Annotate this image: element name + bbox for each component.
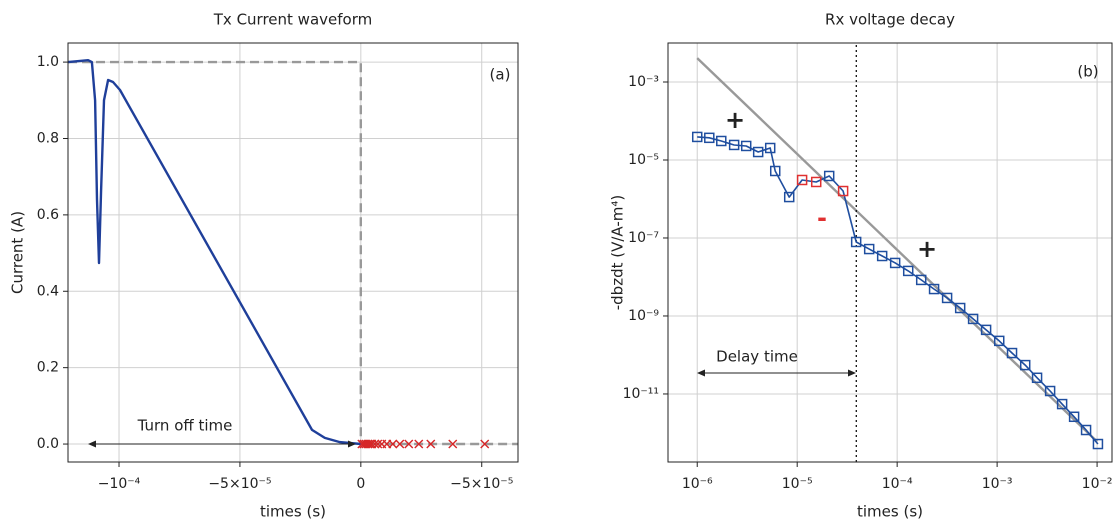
- square-marker: [876, 250, 888, 262]
- square-marker: [889, 257, 901, 269]
- y-tick-label: 1.0: [37, 54, 59, 70]
- cross-marker: [480, 439, 490, 449]
- square-marker: [1092, 438, 1104, 450]
- cross-marker: [363, 439, 373, 449]
- y-tick-label: 0.4: [37, 283, 59, 299]
- square-marker: [1068, 411, 1080, 423]
- square-marker: [980, 324, 992, 336]
- y-tick-label: 10⁻⁷: [628, 230, 659, 246]
- y-tick-label: 10⁻⁵: [628, 152, 659, 168]
- y-tick-label: 0.8: [37, 130, 59, 146]
- square-marker: [810, 176, 822, 188]
- series-line: [68, 60, 518, 446]
- square-marker: [764, 142, 776, 154]
- x-tick-label: 0: [356, 476, 365, 492]
- y-tick-label: 10⁻⁹: [628, 308, 659, 324]
- square-marker: [783, 191, 795, 203]
- square-marker: [823, 170, 835, 182]
- square-marker: [967, 313, 979, 325]
- x-tick-label: 10⁻⁵: [782, 476, 813, 492]
- square-marker: [1056, 398, 1068, 410]
- square-marker: [691, 131, 703, 143]
- x-tick-label: 10⁻²: [1082, 476, 1113, 492]
- x-axis-label: times (s): [857, 503, 923, 521]
- cross-marker: [373, 439, 383, 449]
- cross-marker: [395, 439, 405, 449]
- square-marker: [1031, 372, 1043, 384]
- x-tick-label: 10⁻³: [982, 476, 1013, 492]
- y-tick-label: 10⁻¹¹: [623, 386, 659, 402]
- annotation: Delay time: [716, 348, 798, 366]
- square-marker: [796, 174, 808, 186]
- x-tick-label: 10⁻⁶: [682, 476, 713, 492]
- cross-marker: [370, 439, 380, 449]
- square-marker: [704, 132, 715, 144]
- square-marker: [941, 292, 953, 304]
- square-marker: [769, 165, 781, 177]
- chart-title: Tx Current waveform: [213, 11, 372, 29]
- square-marker: [1080, 424, 1092, 436]
- annotation: -: [817, 204, 827, 232]
- square-marker: [928, 283, 940, 295]
- x-tick-label: −10⁻⁴: [98, 476, 141, 492]
- square-marker: [915, 274, 927, 286]
- annotation: (a): [490, 66, 511, 84]
- plot-frame: [667, 42, 1113, 463]
- cross-marker: [388, 439, 398, 449]
- cross-marker: [404, 439, 414, 449]
- y-axis-label: -dbzdt (V/A-m⁴): [609, 195, 627, 311]
- square-marker: [837, 185, 849, 197]
- plot-frame: [67, 42, 519, 463]
- x-tick-label: 10⁻⁴: [882, 476, 913, 492]
- x-tick-label: −5×10⁻⁵: [208, 476, 271, 492]
- square-marker: [716, 135, 727, 147]
- series-line: [696, 57, 1098, 443]
- square-marker: [740, 140, 752, 152]
- square-marker: [850, 236, 862, 248]
- annotation: Turn off time: [137, 417, 233, 435]
- square-marker: [728, 139, 740, 151]
- y-tick-label: 0.6: [37, 207, 59, 223]
- series-line: [67, 59, 361, 446]
- square-marker: [863, 243, 875, 255]
- annotation: +: [917, 235, 937, 263]
- y-axis-label: Current (A): [9, 211, 27, 294]
- y-tick-label: 0.0: [37, 436, 59, 452]
- cross-marker: [414, 439, 424, 449]
- x-tick-label: −5×10⁻⁵: [450, 476, 513, 492]
- square-marker: [1006, 347, 1018, 359]
- chart-title: Rx voltage decay: [825, 11, 955, 29]
- cross-marker: [448, 439, 458, 449]
- y-tick-label: 10⁻³: [628, 74, 659, 90]
- square-marker: [1044, 385, 1056, 397]
- x-axis-label: times (s): [260, 503, 326, 521]
- y-tick-label: 0.2: [37, 360, 59, 376]
- square-marker: [954, 302, 966, 314]
- cross-marker: [426, 439, 436, 449]
- annotation: +: [725, 106, 745, 134]
- square-marker: [993, 335, 1005, 347]
- square-marker: [1019, 359, 1031, 371]
- square-marker: [902, 265, 914, 277]
- square-marker: [752, 146, 764, 158]
- annotation: (b): [1077, 63, 1098, 81]
